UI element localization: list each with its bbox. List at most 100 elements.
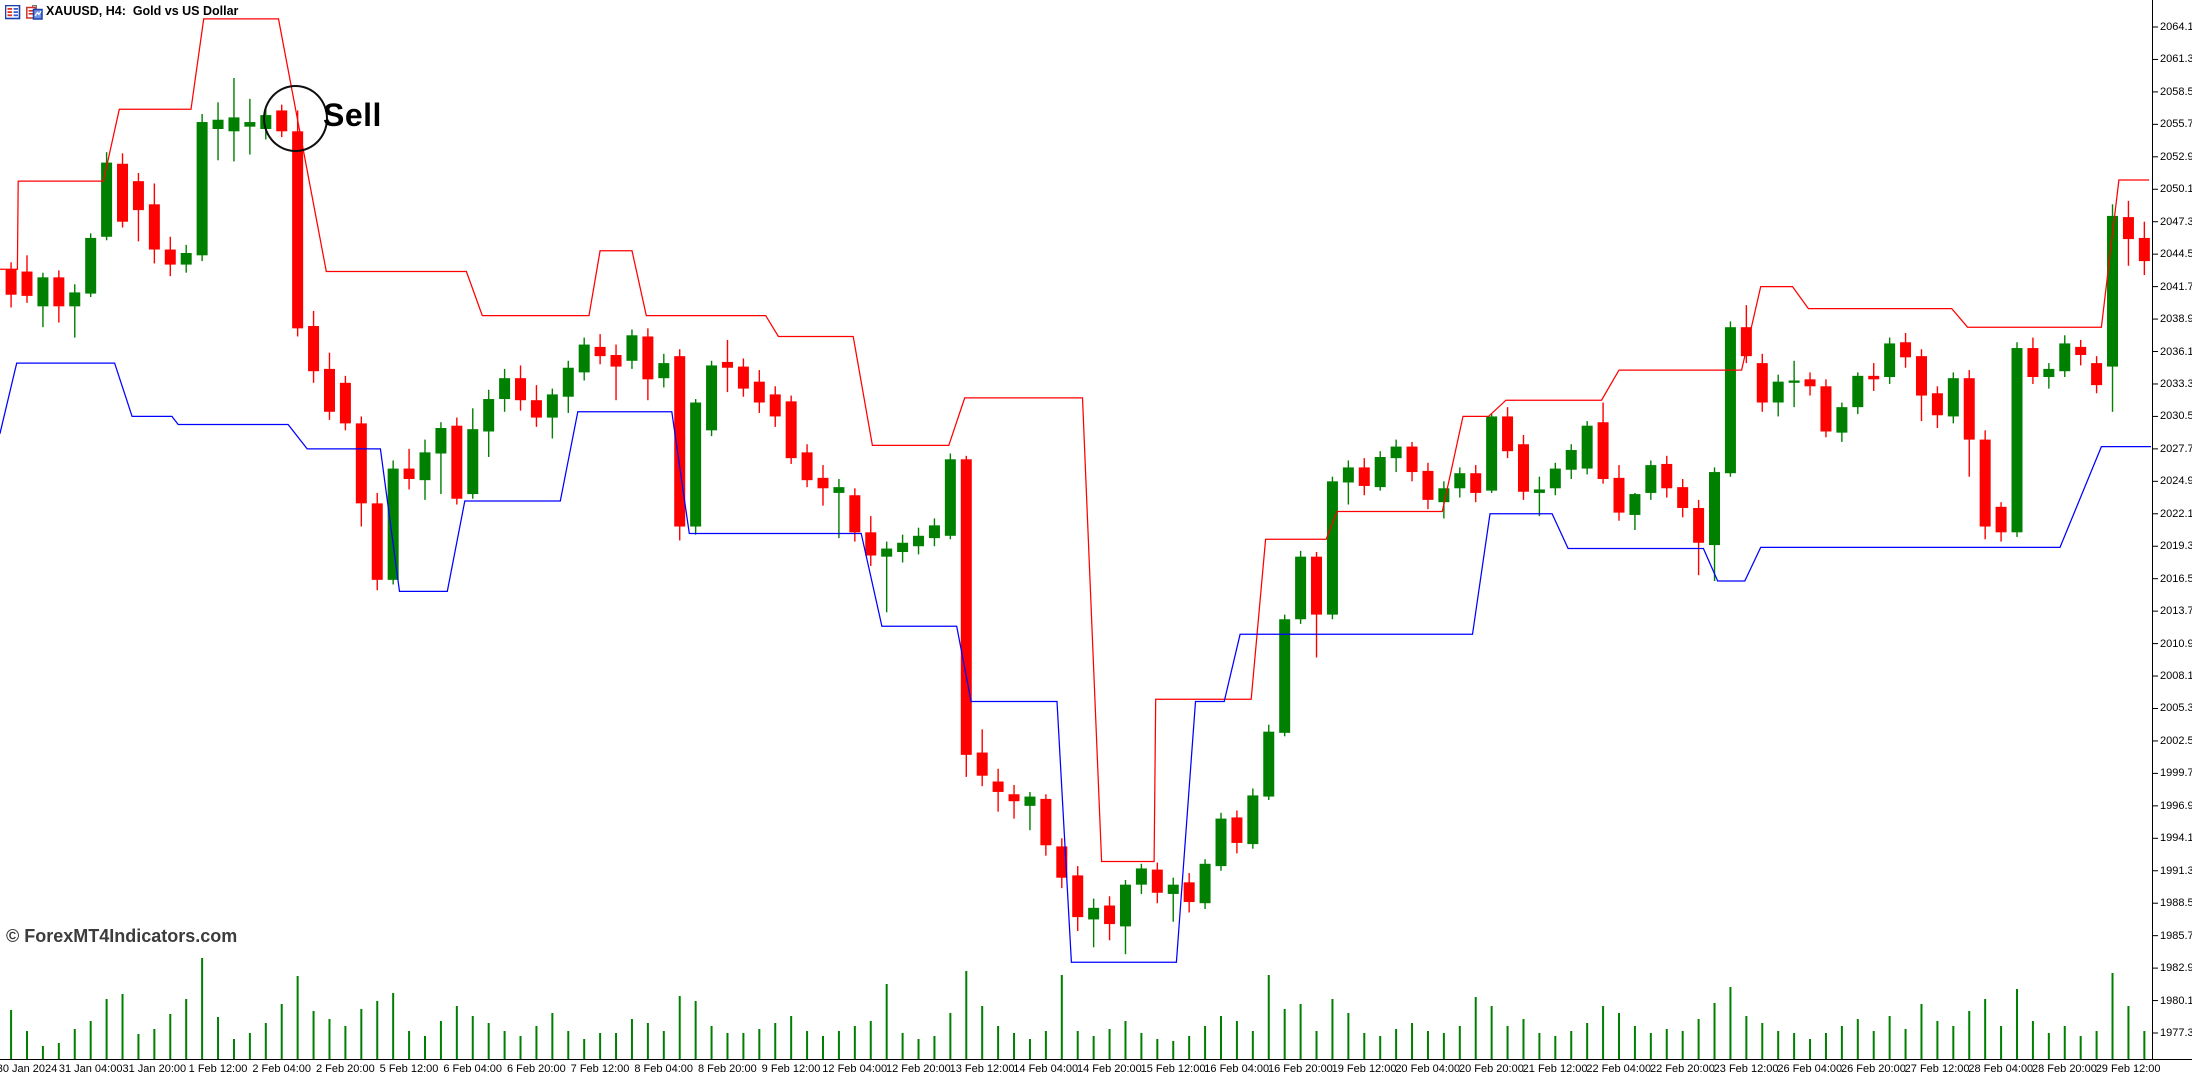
candle-wick [1029, 791, 1031, 831]
candle-body [849, 495, 861, 533]
candle-wick [1172, 877, 1174, 922]
price-label: 2033.30 [2160, 377, 2192, 390]
candle-body [897, 542, 909, 553]
candle-body [1183, 882, 1195, 903]
time-label: 8 Feb 20:00 [698, 1063, 757, 1075]
candle-body [1820, 386, 1832, 432]
candle-body [1756, 363, 1768, 403]
candle-body [1597, 422, 1609, 480]
time-label: 21 Feb 12:00 [1522, 1063, 1588, 1075]
price-label: 2008.10 [2160, 670, 2192, 683]
candle-body [371, 503, 383, 580]
time-label: 1 Feb 12:00 [188, 1063, 248, 1075]
candle-body [817, 477, 829, 489]
price-label: 1999.70 [2160, 767, 2192, 780]
candle-body [737, 366, 749, 389]
candle-body [85, 237, 97, 294]
time-label: 29 Feb 12:00 [2095, 1063, 2161, 1075]
new-chart-icon[interactable] [26, 4, 43, 20]
candle-body [1900, 342, 1912, 358]
candle-wick [74, 284, 76, 338]
price-label: 2024.90 [2160, 475, 2192, 488]
candle-body [1549, 468, 1561, 489]
candle-body [753, 381, 765, 403]
candle-body [1486, 416, 1498, 491]
price-label: 1980.10 [2160, 994, 2192, 1007]
candle-body [339, 382, 351, 424]
price-label: 2058.50 [2160, 85, 2192, 98]
candle-body [387, 468, 399, 580]
candle-body [1804, 379, 1816, 387]
time-label: 5 Feb 12:00 [379, 1063, 439, 1075]
time-label: 20 Feb 04:00 [1395, 1063, 1461, 1075]
candle-body [913, 535, 925, 547]
lower-channel-line [0, 362, 2151, 963]
candle-body [2011, 348, 2023, 533]
candle-body [21, 271, 33, 296]
candle-body [578, 344, 590, 373]
candle-body [976, 752, 988, 776]
price-label: 2005.30 [2160, 702, 2192, 715]
time-label: 15 Feb 12:00 [1140, 1063, 1206, 1075]
time-label: 2 Feb 20:00 [315, 1063, 375, 1075]
candle-body [1231, 817, 1243, 843]
candle-body [1135, 868, 1147, 885]
candle-body [1422, 470, 1434, 500]
candle-body [1677, 487, 1689, 508]
candle-body [706, 365, 718, 431]
chart-title: XAUUSD, H4: Gold vs US Dollar [46, 4, 239, 18]
candle-body [1517, 444, 1529, 492]
candle-body [101, 162, 113, 237]
time-label: 13 Feb 12:00 [949, 1063, 1015, 1075]
price-label: 2030.50 [2160, 410, 2192, 423]
time-label: 22 Feb 20:00 [1649, 1063, 1715, 1075]
candle-body [467, 429, 479, 495]
price-label: 2044.50 [2160, 248, 2192, 261]
candle-body [308, 326, 320, 372]
price-label: 2052.90 [2160, 150, 2192, 163]
price-label: 2038.90 [2160, 313, 2192, 326]
time-label: 2 Feb 04:00 [252, 1063, 312, 1075]
candle-body [499, 378, 511, 400]
candle-body [1119, 884, 1131, 927]
candle-body [148, 204, 160, 250]
price-label: 1988.50 [2160, 897, 2192, 910]
quotes-grid-icon[interactable] [5, 5, 21, 20]
price-label: 2050.10 [2160, 183, 2192, 196]
candles [5, 77, 2150, 955]
candle-body [626, 335, 638, 361]
time-label: 28 Feb 04:00 [1968, 1063, 2034, 1075]
candle-body [2122, 217, 2134, 240]
candle-body [323, 368, 335, 412]
candle-body [1661, 463, 1673, 489]
candle-body [292, 131, 304, 329]
time-label: 14 Feb 20:00 [1076, 1063, 1142, 1075]
candle-body [865, 532, 877, 556]
time-label: 20 Feb 20:00 [1458, 1063, 1524, 1075]
candle-body [1868, 375, 1880, 380]
price-label: 2027.70 [2160, 442, 2192, 455]
candle-body [1565, 450, 1577, 470]
candle-body [1470, 473, 1482, 493]
candle-body [180, 253, 192, 265]
plot-area[interactable] [0, 18, 2186, 1059]
price-label: 2055.70 [2160, 118, 2192, 131]
candle-body [690, 402, 702, 527]
candle-body [2138, 237, 2150, 262]
price-label: 2002.50 [2160, 734, 2192, 747]
candle-body [1199, 863, 1211, 904]
candle-body [2075, 346, 2087, 355]
time-label: 31 Jan 04:00 [58, 1063, 123, 1075]
candle-body [1040, 798, 1052, 846]
candle-body [1263, 731, 1275, 797]
candle-body [1454, 473, 1466, 489]
time-label: 12 Feb 04:00 [822, 1063, 888, 1075]
candle-body [1693, 507, 1705, 543]
candle-body [355, 423, 367, 504]
candle-body [419, 452, 431, 481]
time-label: 26 Feb 20:00 [1841, 1063, 1906, 1075]
time-label: 9 Feb 12:00 [761, 1063, 821, 1075]
price-label: 2010.90 [2160, 637, 2192, 650]
sell-signal-label: Sell [323, 97, 382, 133]
